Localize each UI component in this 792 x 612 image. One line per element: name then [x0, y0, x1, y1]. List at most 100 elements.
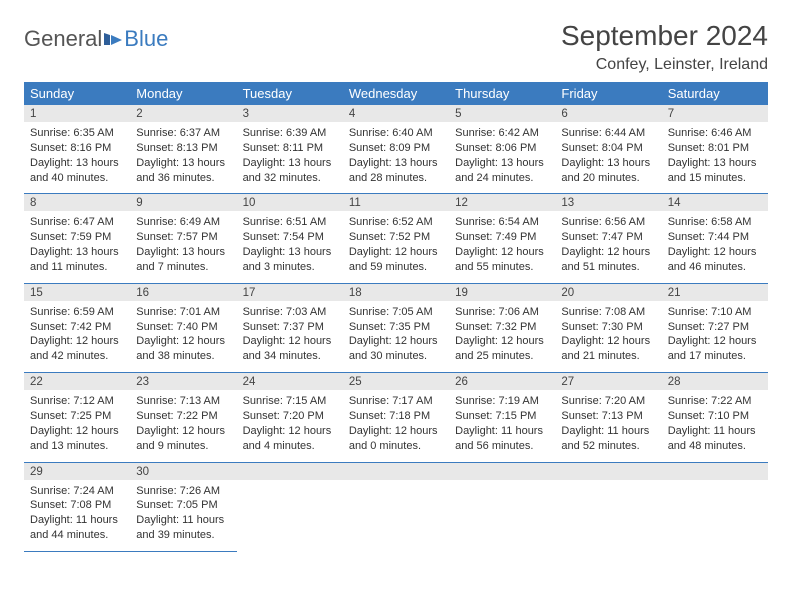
sunset-line: Sunset: 7:32 PM — [455, 320, 549, 335]
day-cell: Sunrise: 6:56 AMSunset: 7:47 PMDaylight:… — [555, 211, 661, 283]
sunset-line: Sunset: 7:37 PM — [243, 320, 337, 335]
daylight-line: Daylight: 12 hours and 13 minutes. — [30, 424, 124, 454]
sunset-line: Sunset: 7:47 PM — [561, 230, 655, 245]
day-number: 13 — [555, 194, 661, 212]
day-cell: Sunrise: 7:15 AMSunset: 7:20 PMDaylight:… — [237, 390, 343, 462]
day-content-row: Sunrise: 7:24 AMSunset: 7:08 PMDaylight:… — [24, 480, 768, 552]
day-cell: Sunrise: 6:46 AMSunset: 8:01 PMDaylight:… — [662, 122, 768, 194]
sunset-line: Sunset: 7:30 PM — [561, 320, 655, 335]
sunrise-line: Sunrise: 7:20 AM — [561, 394, 655, 409]
day-number: 27 — [555, 373, 661, 391]
daylight-line: Daylight: 12 hours and 42 minutes. — [30, 334, 124, 364]
sunrise-line: Sunrise: 6:49 AM — [136, 215, 230, 230]
daylight-line: Daylight: 12 hours and 51 minutes. — [561, 245, 655, 275]
day-cell: Sunrise: 6:35 AMSunset: 8:16 PMDaylight:… — [24, 122, 130, 194]
sunset-line: Sunset: 7:20 PM — [243, 409, 337, 424]
day-content: Sunrise: 7:20 AMSunset: 7:13 PMDaylight:… — [555, 390, 661, 461]
sunset-line: Sunset: 7:10 PM — [668, 409, 762, 424]
day-cell — [555, 480, 661, 552]
day-number: 22 — [24, 373, 130, 391]
sunset-line: Sunset: 8:09 PM — [349, 141, 443, 156]
day-number: 11 — [343, 194, 449, 212]
day-number — [237, 462, 343, 480]
sunrise-line: Sunrise: 7:22 AM — [668, 394, 762, 409]
sunset-line: Sunset: 8:04 PM — [561, 141, 655, 156]
weekday-header: Sunday — [24, 82, 130, 105]
calendar-body: 1234567Sunrise: 6:35 AMSunset: 8:16 PMDa… — [24, 105, 768, 551]
day-number: 2 — [130, 105, 236, 122]
day-content — [449, 480, 555, 546]
day-number: 18 — [343, 283, 449, 301]
day-content: Sunrise: 7:24 AMSunset: 7:08 PMDaylight:… — [24, 480, 130, 551]
day-number: 4 — [343, 105, 449, 122]
day-content: Sunrise: 7:22 AMSunset: 7:10 PMDaylight:… — [662, 390, 768, 461]
day-content: Sunrise: 7:03 AMSunset: 7:37 PMDaylight:… — [237, 301, 343, 372]
day-number: 26 — [449, 373, 555, 391]
weekday-header: Monday — [130, 82, 236, 105]
daylight-line: Daylight: 12 hours and 25 minutes. — [455, 334, 549, 364]
day-number-row: 1234567 — [24, 105, 768, 122]
day-cell: Sunrise: 6:59 AMSunset: 7:42 PMDaylight:… — [24, 301, 130, 373]
day-number: 3 — [237, 105, 343, 122]
day-number: 25 — [343, 373, 449, 391]
day-cell: Sunrise: 6:51 AMSunset: 7:54 PMDaylight:… — [237, 211, 343, 283]
day-content: Sunrise: 6:40 AMSunset: 8:09 PMDaylight:… — [343, 122, 449, 193]
day-cell: Sunrise: 7:20 AMSunset: 7:13 PMDaylight:… — [555, 390, 661, 462]
day-content: Sunrise: 7:06 AMSunset: 7:32 PMDaylight:… — [449, 301, 555, 372]
daylight-line: Daylight: 13 hours and 24 minutes. — [455, 156, 549, 186]
day-cell — [237, 480, 343, 552]
daylight-line: Daylight: 13 hours and 32 minutes. — [243, 156, 337, 186]
day-content — [343, 480, 449, 546]
daylight-line: Daylight: 13 hours and 7 minutes. — [136, 245, 230, 275]
day-cell: Sunrise: 6:58 AMSunset: 7:44 PMDaylight:… — [662, 211, 768, 283]
day-number: 29 — [24, 462, 130, 480]
day-cell: Sunrise: 7:24 AMSunset: 7:08 PMDaylight:… — [24, 480, 130, 552]
day-cell: Sunrise: 7:19 AMSunset: 7:15 PMDaylight:… — [449, 390, 555, 462]
daylight-line: Daylight: 11 hours and 48 minutes. — [668, 424, 762, 454]
sunrise-line: Sunrise: 6:44 AM — [561, 126, 655, 141]
sunset-line: Sunset: 8:11 PM — [243, 141, 337, 156]
location-subtitle: Confey, Leinster, Ireland — [561, 56, 768, 74]
daylight-line: Daylight: 13 hours and 15 minutes. — [668, 156, 762, 186]
sunrise-line: Sunrise: 7:05 AM — [349, 305, 443, 320]
title-block: September 2024 Confey, Leinster, Ireland — [561, 20, 768, 74]
sunrise-line: Sunrise: 6:46 AM — [668, 126, 762, 141]
sunset-line: Sunset: 7:35 PM — [349, 320, 443, 335]
day-content: Sunrise: 7:01 AMSunset: 7:40 PMDaylight:… — [130, 301, 236, 372]
day-content-row: Sunrise: 6:47 AMSunset: 7:59 PMDaylight:… — [24, 211, 768, 283]
day-content: Sunrise: 6:56 AMSunset: 7:47 PMDaylight:… — [555, 211, 661, 282]
sunrise-line: Sunrise: 6:35 AM — [30, 126, 124, 141]
daylight-line: Daylight: 13 hours and 3 minutes. — [243, 245, 337, 275]
day-cell: Sunrise: 7:13 AMSunset: 7:22 PMDaylight:… — [130, 390, 236, 462]
day-cell: Sunrise: 6:39 AMSunset: 8:11 PMDaylight:… — [237, 122, 343, 194]
day-content: Sunrise: 6:47 AMSunset: 7:59 PMDaylight:… — [24, 211, 130, 282]
sunrise-line: Sunrise: 7:12 AM — [30, 394, 124, 409]
day-number: 24 — [237, 373, 343, 391]
day-content: Sunrise: 6:52 AMSunset: 7:52 PMDaylight:… — [343, 211, 449, 282]
day-content: Sunrise: 6:46 AMSunset: 8:01 PMDaylight:… — [662, 122, 768, 193]
sunrise-line: Sunrise: 7:08 AM — [561, 305, 655, 320]
sunrise-line: Sunrise: 6:54 AM — [455, 215, 549, 230]
sunrise-line: Sunrise: 6:59 AM — [30, 305, 124, 320]
sunrise-line: Sunrise: 7:01 AM — [136, 305, 230, 320]
daylight-line: Daylight: 12 hours and 0 minutes. — [349, 424, 443, 454]
day-content — [237, 480, 343, 546]
day-cell: Sunrise: 7:10 AMSunset: 7:27 PMDaylight:… — [662, 301, 768, 373]
sunset-line: Sunset: 7:05 PM — [136, 498, 230, 513]
day-cell: Sunrise: 6:49 AMSunset: 7:57 PMDaylight:… — [130, 211, 236, 283]
day-number: 20 — [555, 283, 661, 301]
weekday-header: Tuesday — [237, 82, 343, 105]
day-cell — [343, 480, 449, 552]
daylight-line: Daylight: 13 hours and 28 minutes. — [349, 156, 443, 186]
day-number — [449, 462, 555, 480]
sunset-line: Sunset: 7:22 PM — [136, 409, 230, 424]
day-number — [343, 462, 449, 480]
day-content: Sunrise: 6:37 AMSunset: 8:13 PMDaylight:… — [130, 122, 236, 193]
day-content: Sunrise: 6:42 AMSunset: 8:06 PMDaylight:… — [449, 122, 555, 193]
sunset-line: Sunset: 8:06 PM — [455, 141, 549, 156]
sunrise-line: Sunrise: 7:17 AM — [349, 394, 443, 409]
day-number-row: 2930 — [24, 462, 768, 480]
day-content: Sunrise: 7:05 AMSunset: 7:35 PMDaylight:… — [343, 301, 449, 372]
day-content: Sunrise: 6:35 AMSunset: 8:16 PMDaylight:… — [24, 122, 130, 193]
brand-logo: General Blue — [24, 20, 168, 52]
